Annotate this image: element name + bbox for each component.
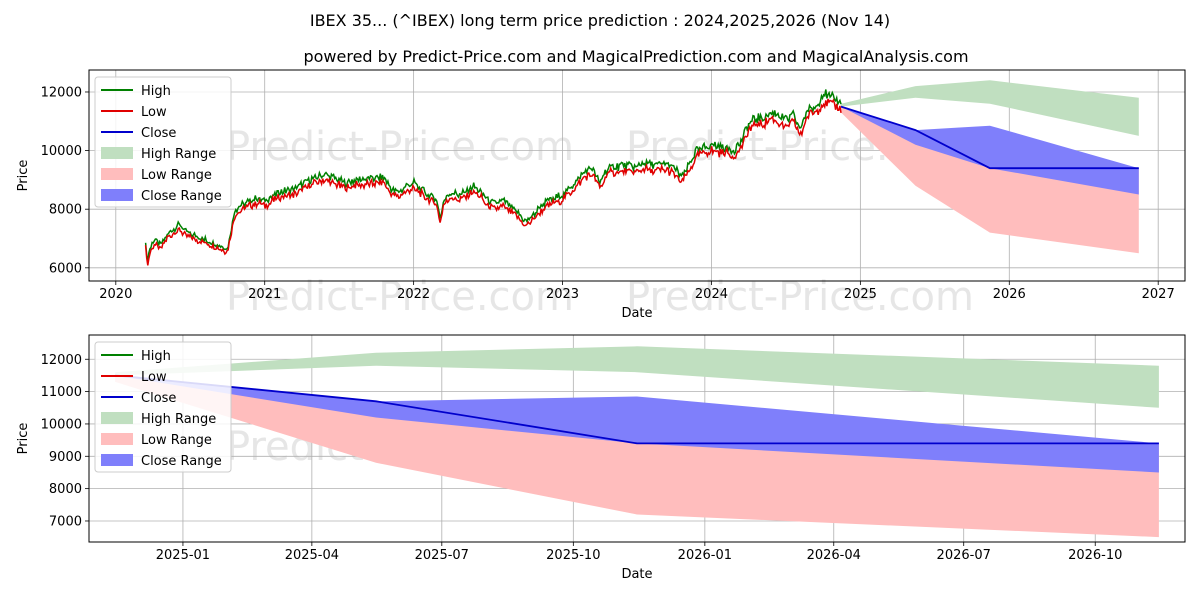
legend: High Low Close High Range Low Range Close Ran… — [94, 76, 232, 208]
legend-swatch-patch — [101, 147, 133, 159]
x-axis-label: Date — [621, 567, 652, 582]
x-tick-label: 2025-10 — [546, 548, 600, 563]
y-tick-label: 8000 — [49, 482, 82, 497]
legend-label: High — [141, 84, 171, 99]
close-forecast-line — [840, 105, 1139, 170]
y-tick-label: 8000 — [49, 203, 82, 218]
legend-label: Low Range — [141, 433, 212, 448]
legend-label: Close — [141, 126, 176, 141]
low-series-line — [144, 98, 842, 266]
legend-swatch-patch — [101, 412, 133, 424]
legend-swatch-patch — [101, 189, 133, 201]
x-tick-label: 2021 — [248, 287, 281, 302]
legend-swatch-patch — [101, 168, 133, 180]
close-range-band — [115, 375, 1159, 473]
legend-label: Low — [141, 105, 167, 120]
x-tick-label: 2025 — [844, 287, 877, 302]
legend-label: Close Range — [141, 189, 222, 204]
watermark-text: Predict-Price.com — [226, 274, 574, 320]
legend-label: High Range — [141, 412, 216, 427]
x-tick-label: 2024 — [695, 287, 728, 302]
legend-label: High Range — [141, 147, 216, 162]
top-panel: Predict-Price.com Predict-Price.com Predic… — [16, 69, 1186, 321]
y-tick-label: 10000 — [41, 417, 82, 432]
y-axis-label: Price — [16, 423, 31, 455]
x-tick-label: 2020 — [99, 287, 132, 302]
x-tick-label: 2026-01 — [678, 548, 732, 563]
x-tick-label: 2025-07 — [415, 548, 469, 563]
high-range-band — [115, 346, 1159, 408]
y-tick-label: 12000 — [41, 85, 82, 100]
legend-label: Low — [141, 370, 167, 385]
close-range-band — [841, 106, 1139, 195]
x-tick-label: 2023 — [546, 287, 579, 302]
plot-frame — [88, 334, 1186, 543]
legend-swatch-patch — [101, 454, 133, 466]
high-series-line — [144, 89, 842, 262]
x-tick-label: 2026-04 — [807, 548, 861, 563]
bottom-panel: Predict-Price.comPredict-Price.com2025-0… — [16, 334, 1186, 582]
legend: High Low Close High Range Low Range Close Ran… — [94, 341, 232, 473]
watermark-text: Predict-Price.com — [626, 274, 974, 320]
plot-area — [144, 80, 1139, 266]
high-range-band — [841, 80, 1139, 136]
x-tick-label: 2025-04 — [285, 548, 339, 563]
x-tick-label: 2027 — [1142, 287, 1175, 302]
x-tick-label: 2026-07 — [937, 548, 991, 563]
close-forecast-line — [115, 374, 1159, 445]
legend-label: Close — [141, 391, 176, 406]
y-tick-label: 9000 — [49, 450, 82, 465]
y-axis-label: Price — [16, 160, 31, 192]
chart-subtitle: powered by Predict-Price.com and Magical… — [303, 47, 968, 66]
y-tick-label: 11000 — [41, 385, 82, 400]
legend-swatch-patch — [101, 433, 133, 445]
x-tick-label: 2022 — [397, 287, 430, 302]
legend-label: Close Range — [141, 454, 222, 469]
y-tick-label: 12000 — [41, 353, 82, 368]
x-axis-label: Date — [621, 306, 652, 321]
x-tick-label: 2026 — [993, 287, 1026, 302]
watermark-text: Predict-Price.com — [226, 124, 574, 170]
legend-label: Low Range — [141, 168, 212, 183]
y-tick-label: 7000 — [49, 514, 82, 529]
chart-title: IBEX 35... (^IBEX) long term price predi… — [310, 11, 890, 30]
plot-area — [115, 346, 1159, 538]
legend-label: High — [141, 349, 171, 364]
y-tick-label: 6000 — [49, 261, 82, 276]
x-tick-label: 2025-01 — [156, 548, 210, 563]
plot-frame — [88, 69, 1186, 282]
x-tick-label: 2026-10 — [1068, 548, 1122, 563]
y-tick-label: 10000 — [41, 144, 82, 159]
